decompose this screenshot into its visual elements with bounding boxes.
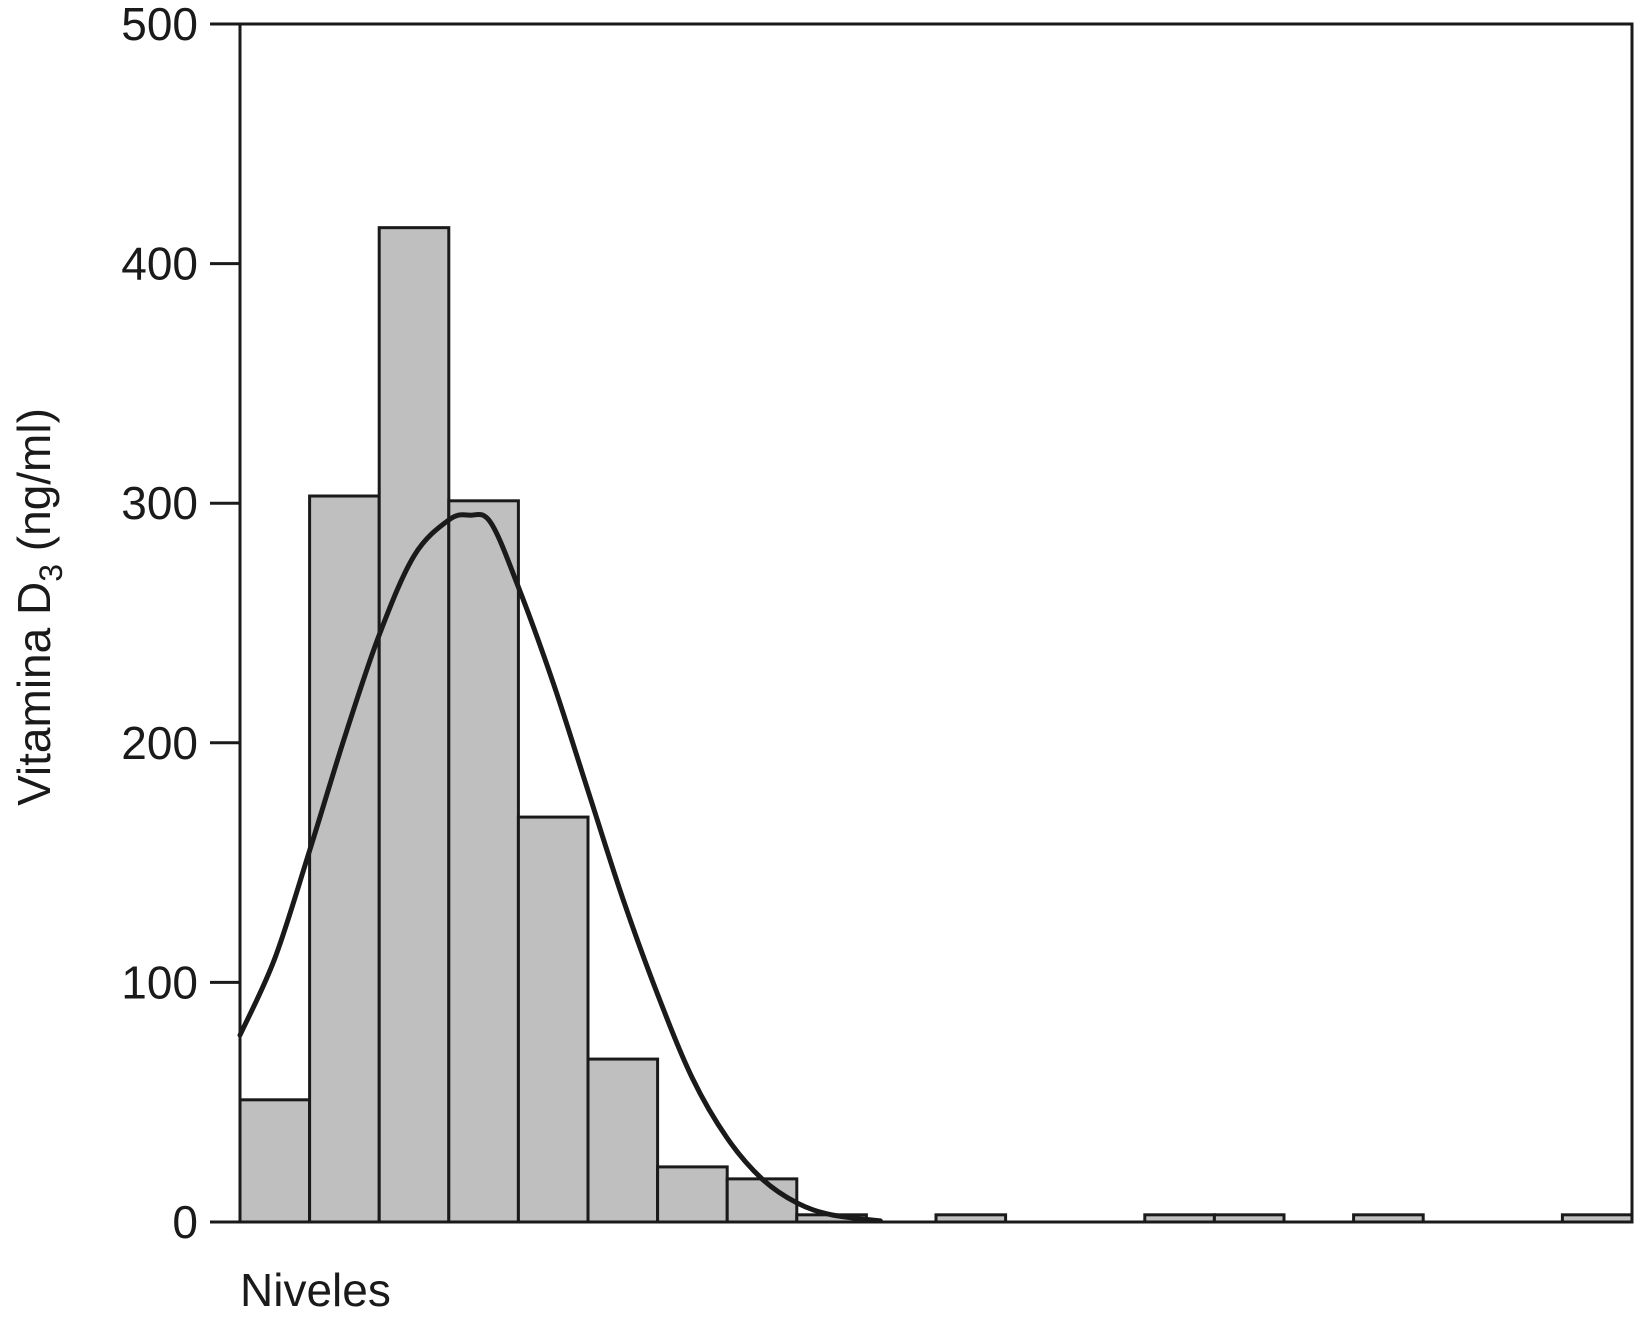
histogram-bar-3 bbox=[447, 499, 520, 1224]
y-tick-label-0: 0 bbox=[172, 1196, 198, 1248]
bars-layer bbox=[238, 226, 1634, 1224]
y-axis-title-main: Vitamina D bbox=[8, 582, 60, 806]
plot-frame bbox=[238, 22, 1634, 1224]
x-axis-title: Niveles bbox=[240, 1264, 391, 1316]
histogram-bar-1 bbox=[308, 494, 381, 1224]
density-curve bbox=[237, 511, 883, 1224]
y-tick-label-1: 100 bbox=[121, 956, 198, 1008]
histogram-bar-6 bbox=[656, 1165, 729, 1224]
y-tick-label-2: 200 bbox=[121, 717, 198, 769]
plot-area: 0 100 200 300 400 500 bbox=[121, 0, 1634, 1248]
y-tick-label-4: 400 bbox=[121, 238, 198, 290]
histogram-bar-7 bbox=[725, 1177, 799, 1224]
y-axis-ticks: 0 100 200 300 400 500 bbox=[121, 0, 240, 1248]
y-axis-title-unit: (ng/ml) bbox=[8, 408, 60, 564]
histogram-bar-2 bbox=[377, 226, 451, 1224]
histogram-bar-4 bbox=[516, 815, 590, 1224]
y-tick-label-5: 500 bbox=[121, 0, 198, 50]
y-axis-title: Vitamina D3 (ng/ml) bbox=[8, 408, 69, 806]
histogram-bar-5 bbox=[586, 1057, 660, 1224]
histogram-bar-0 bbox=[238, 1098, 312, 1224]
y-axis-title-subscript: 3 bbox=[33, 564, 69, 582]
y-tick-label-3: 300 bbox=[121, 477, 198, 529]
